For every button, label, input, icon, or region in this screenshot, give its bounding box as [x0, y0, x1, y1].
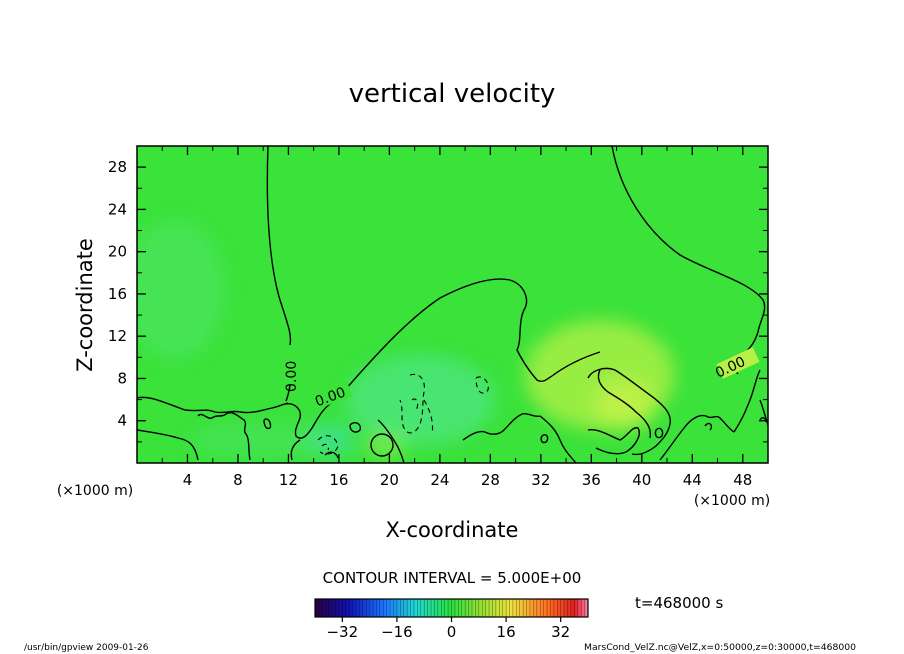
- colorbar-tick-label: −32: [326, 623, 358, 641]
- x-tick-label: 48: [733, 471, 752, 489]
- x-tick-label: 12: [279, 471, 298, 489]
- x-tick-label: 28: [481, 471, 500, 489]
- field-shading: [137, 220, 675, 459]
- y-axis-label: Z-coordinate: [73, 238, 97, 372]
- x-unit-right-label: (×1000 m): [694, 493, 770, 509]
- contour-interval-label: CONTOUR INTERVAL = 5.000E+00: [323, 569, 582, 587]
- plot-frame: [136, 145, 769, 464]
- y-tick-label: 8: [117, 369, 127, 387]
- x-tick-label: 32: [531, 471, 550, 489]
- y-tick-label: 4: [117, 412, 127, 430]
- y-tick-label: 28: [108, 158, 127, 176]
- colorbar-tick-label: 16: [497, 623, 516, 641]
- y-tick-label: 16: [108, 285, 127, 303]
- x-tick-label: 36: [582, 471, 601, 489]
- x-tick-label: 24: [430, 471, 449, 489]
- y-tick-label: 24: [108, 200, 127, 218]
- footer-left: /usr/bin/gpview 2009-01-26: [24, 643, 149, 653]
- x-tick-label: 20: [380, 471, 399, 489]
- x-tick-label: 40: [632, 471, 651, 489]
- plot-area: 0.00 0.00 0.00: [136, 145, 769, 464]
- x-tick-label: 4: [183, 471, 193, 489]
- x-tick-label: 16: [329, 471, 348, 489]
- colorbar-ticks: −32 −16 0 16 32: [326, 617, 570, 641]
- colorbar-stripes: [314, 599, 589, 617]
- y-axis-ticks: 4 8 12 16 20 24 28: [108, 158, 768, 443]
- colorbar-tick-label: −16: [381, 623, 413, 641]
- contour-label: 0.00: [284, 361, 300, 392]
- colorbar-tick-label: 32: [551, 623, 570, 641]
- time-label: t=468000 s: [635, 594, 723, 612]
- x-axis-label: X-coordinate: [386, 518, 519, 542]
- colorbar: −32 −16 0 16 32: [314, 598, 589, 641]
- colorbar-tick-label: 0: [447, 623, 457, 641]
- chart-title: vertical velocity: [349, 79, 556, 109]
- negative-contours: [317, 373, 489, 455]
- x-tick-label: 8: [233, 471, 243, 489]
- footer-right: MarsCond_VelZ.nc@VelZ,x=0:50000,z=0:3000…: [584, 643, 856, 653]
- x-axis-ticks: 4 8 12 16 20 24 28 32 36 40 44 48: [161, 146, 752, 489]
- y-tick-label: 20: [108, 243, 127, 261]
- y-tick-label: 12: [108, 327, 127, 345]
- x-unit-left-label: (×1000 m): [57, 483, 133, 499]
- x-tick-label: 44: [683, 471, 702, 489]
